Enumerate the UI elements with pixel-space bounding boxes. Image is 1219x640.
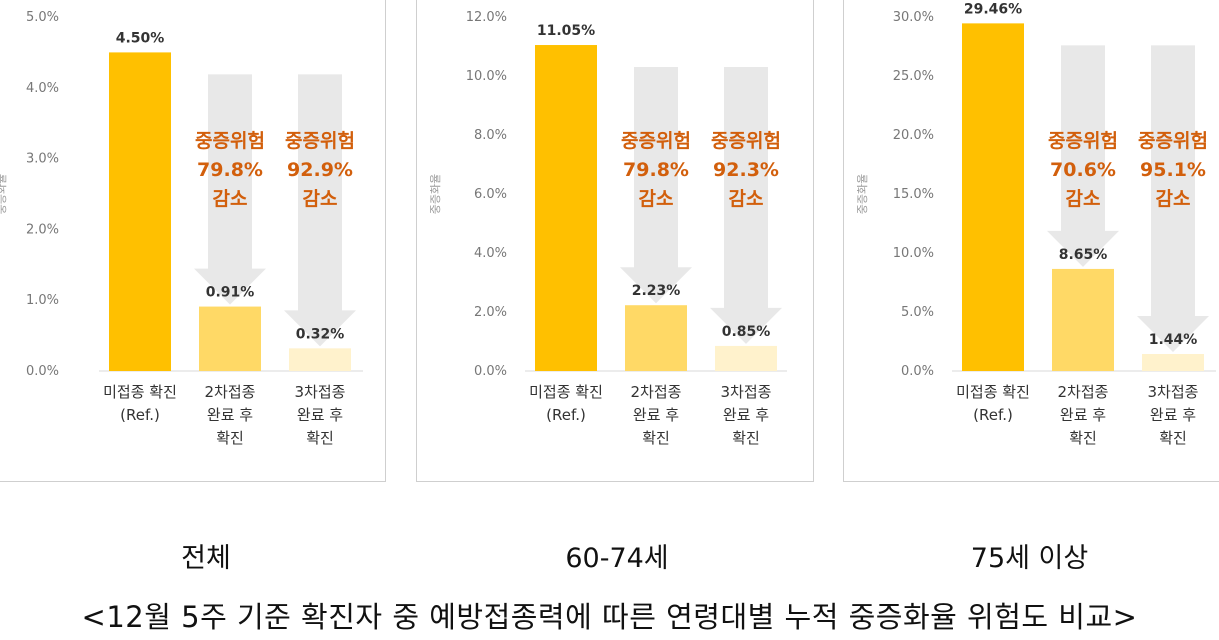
- risk-reduction-text: 92.3%: [713, 159, 779, 181]
- category-label: (Ref.): [973, 406, 1013, 424]
- risk-reduction-text: 중증위험: [285, 130, 355, 152]
- reduction-arrow: [620, 67, 692, 304]
- chart-75-plus: 0.0% 5.0% 10.0% 15.0% 20.0% 25.0% 30.0% 중증화율 29.…: [856, 1, 1216, 447]
- panel-caption-overall: 전체: [181, 543, 231, 574]
- risk-reduction-text: 감소: [303, 188, 338, 210]
- y-tick-label: 0.0%: [26, 364, 59, 379]
- category-label: 완료 후: [207, 406, 253, 424]
- y-tick-label: 1.0%: [26, 293, 59, 308]
- category-label: 3차접종: [1148, 383, 1199, 401]
- y-axis-title: 중증화율: [0, 174, 8, 214]
- category-label: (Ref.): [120, 406, 160, 424]
- risk-reduction-text: 70.6%: [1050, 159, 1116, 181]
- risk-reduction-text: 중증위험: [1138, 130, 1208, 152]
- category-label: 2차접종: [205, 383, 256, 401]
- panel-caption-60-74: 60-74세: [565, 543, 669, 574]
- data-label: 0.91%: [206, 285, 255, 301]
- category-label: (Ref.): [546, 406, 586, 424]
- category-label: 확진: [306, 429, 334, 447]
- category-label: 확진: [216, 429, 244, 447]
- y-tick-label: 10.0%: [893, 246, 934, 261]
- reduction-arrow: [284, 74, 356, 347]
- risk-reduction-text: 감소: [729, 188, 764, 210]
- reduction-arrow: [710, 67, 782, 344]
- category-label: 2차접종: [1058, 383, 1109, 401]
- reduction-arrow: [1047, 45, 1119, 267]
- y-tick-label: 4.0%: [26, 81, 59, 96]
- y-tick-label: 15.0%: [893, 187, 934, 202]
- bar-3: [715, 345, 777, 371]
- category-label: 완료 후: [1150, 406, 1196, 424]
- y-tick-label: 6.0%: [474, 187, 507, 202]
- category-label: 확진: [1069, 429, 1097, 447]
- bar-2: [199, 306, 261, 371]
- y-tick-label: 3.0%: [26, 152, 59, 167]
- category-label: 완료 후: [723, 406, 769, 424]
- y-tick-label: 10.0%: [466, 69, 507, 84]
- y-axis-title: 중증화율: [856, 174, 869, 214]
- y-tick-label: 5.0%: [901, 305, 934, 320]
- bar-2: [1052, 268, 1114, 371]
- y-tick-label: 20.0%: [893, 128, 934, 143]
- category-label: 확진: [1159, 429, 1187, 447]
- y-tick-label: 5.0%: [26, 10, 59, 25]
- risk-reduction-text: 감소: [1066, 188, 1101, 210]
- bar-3: [289, 348, 351, 371]
- chart-panel-60-74: 0.0% 2.0% 4.0% 6.0% 8.0% 10.0% 12.0% 중증화율 11.05%…: [416, 0, 814, 482]
- category-label: 확진: [642, 429, 670, 447]
- category-label: 확진: [732, 429, 760, 447]
- y-tick-label: 4.0%: [474, 246, 507, 261]
- chart-panel-75-plus: 0.0% 5.0% 10.0% 15.0% 20.0% 25.0% 30.0% 중증화율 29.…: [843, 0, 1219, 482]
- data-label: 0.32%: [296, 326, 345, 342]
- y-tick-label: 0.0%: [474, 364, 507, 379]
- risk-reduction-text: 감소: [639, 188, 674, 210]
- y-tick-label: 2.0%: [474, 305, 507, 320]
- risk-reduction-text: 79.8%: [197, 159, 263, 181]
- data-label: 11.05%: [537, 23, 595, 39]
- figure-footer-caption: <12월 5주 기준 확진자 중 예방접종력에 따른 연령대별 누적 중증화율 …: [81, 600, 1138, 634]
- data-label: 0.85%: [722, 324, 771, 340]
- bar-1: [962, 23, 1024, 371]
- chart-overall: 0.0% 1.0% 2.0% 3.0% 4.0% 5.0% 중증화율 4.50% 0.91% 0.…: [0, 10, 363, 447]
- y-tick-label: 12.0%: [466, 10, 507, 25]
- reduction-arrow: [1137, 45, 1209, 353]
- y-tick-label: 30.0%: [893, 10, 934, 25]
- category-label: 2차접종: [631, 383, 682, 401]
- y-tick-label: 0.0%: [901, 364, 934, 379]
- category-label: 미접종 확진: [956, 383, 1030, 401]
- risk-reduction-text: 79.8%: [623, 159, 689, 181]
- risk-reduction-text: 중증위험: [711, 130, 781, 152]
- category-label: 완료 후: [633, 406, 679, 424]
- y-axis-title: 중증화율: [429, 174, 442, 214]
- data-label: 4.50%: [116, 30, 165, 46]
- data-label: 29.46%: [964, 1, 1022, 17]
- bar-2: [625, 305, 687, 371]
- category-label: 완료 후: [1060, 406, 1106, 424]
- y-tick-label: 2.0%: [26, 222, 59, 237]
- bar-1: [109, 52, 171, 372]
- category-label: 미접종 확진: [529, 383, 603, 401]
- panel-caption-75-plus: 75세 이상: [970, 543, 1089, 574]
- risk-reduction-text: 중증위험: [195, 130, 265, 152]
- category-label: 3차접종: [721, 383, 772, 401]
- chart-panel-overall: 0.0% 1.0% 2.0% 3.0% 4.0% 5.0% 중증화율 4.50% 0.91% 0.…: [0, 0, 386, 482]
- category-label: 완료 후: [297, 406, 343, 424]
- y-tick-label: 25.0%: [893, 69, 934, 84]
- bar-3: [1142, 354, 1204, 371]
- data-label: 8.65%: [1059, 247, 1108, 263]
- data-label: 1.44%: [1149, 332, 1198, 348]
- category-label: 3차접종: [295, 383, 346, 401]
- risk-reduction-text: 감소: [1156, 188, 1191, 210]
- reduction-arrow: [194, 74, 266, 305]
- category-label: 미접종 확진: [103, 383, 177, 401]
- risk-reduction-text: 92.9%: [287, 159, 353, 181]
- y-tick-label: 8.0%: [474, 128, 507, 143]
- risk-reduction-text: 중증위험: [1048, 130, 1118, 152]
- risk-reduction-text: 중증위험: [621, 130, 691, 152]
- risk-reduction-text: 감소: [213, 188, 248, 210]
- data-label: 2.23%: [632, 283, 681, 299]
- risk-reduction-text: 95.1%: [1140, 159, 1206, 181]
- chart-60-74: 0.0% 2.0% 4.0% 6.0% 8.0% 10.0% 12.0% 중증화율 11.05%…: [429, 10, 787, 447]
- bar-1: [535, 45, 597, 372]
